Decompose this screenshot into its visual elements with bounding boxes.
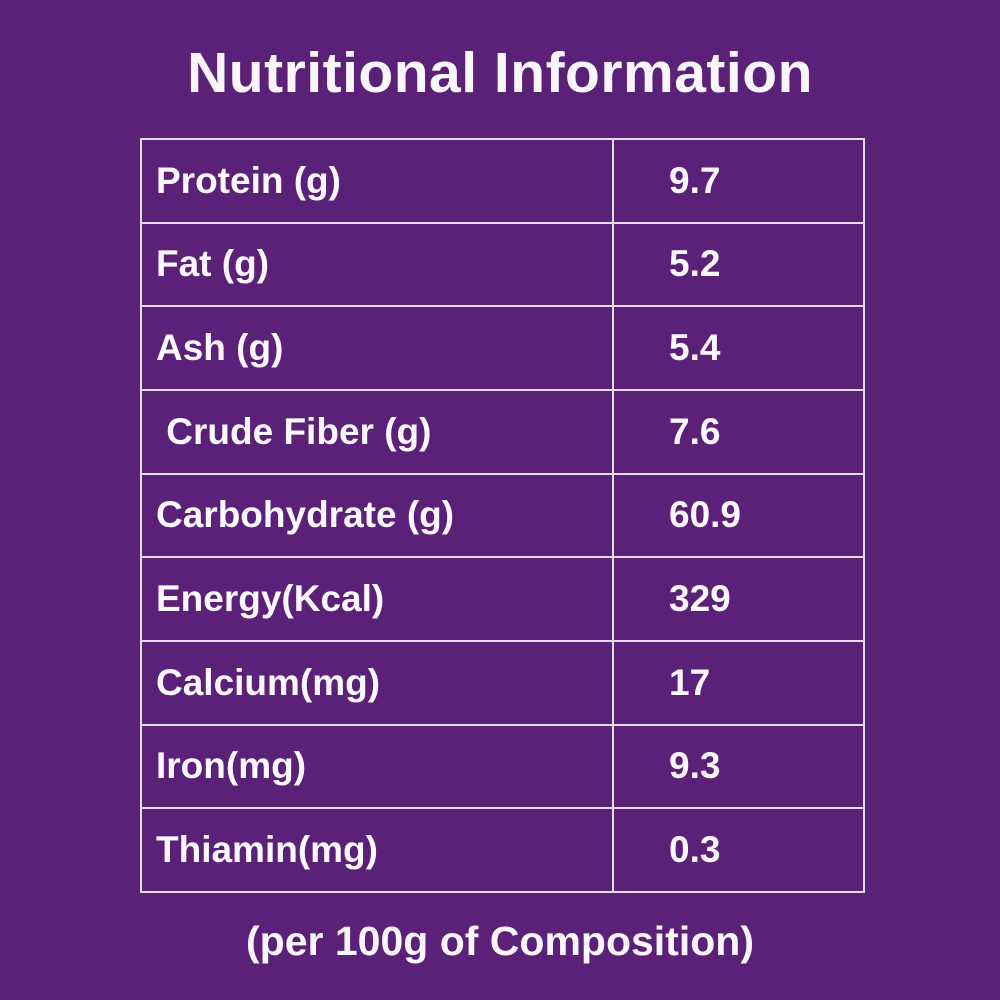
table-row: Carbohydrate (g) 60.9 <box>140 472 865 559</box>
table-row: Calcium(mg) 17 <box>140 639 865 726</box>
nutrient-label: Protein (g) <box>140 138 614 224</box>
per-100g-note: (per 100g of Composition) <box>246 918 754 964</box>
nutrient-value: 60.9 <box>612 472 865 559</box>
nutrient-value: 5.4 <box>612 305 865 391</box>
nutrient-label: Thiamin(mg) <box>140 807 614 893</box>
table-row: Thiamin(mg) 0.3 <box>140 807 865 893</box>
nutrient-value: 9.3 <box>612 723 865 810</box>
table-row: Fat (g) 5.2 <box>140 221 865 308</box>
nutrient-value: 17 <box>612 639 865 726</box>
nutrient-value: 9.7 <box>612 138 865 224</box>
nutrient-label: Energy(Kcal) <box>140 556 614 642</box>
nutrient-label: Ash (g) <box>140 305 614 391</box>
page-title: Nutritional Information <box>187 41 813 105</box>
nutrient-label: Calcium(mg) <box>140 639 614 726</box>
table-row: Energy(Kcal) 329 <box>140 556 865 642</box>
nutrient-label: Carbohydrate (g) <box>140 472 614 559</box>
nutrient-value: 0.3 <box>612 807 865 893</box>
table-row: Ash (g) 5.4 <box>140 305 865 391</box>
nutrient-value: 329 <box>612 556 865 642</box>
table-row: Iron(mg) 9.3 <box>140 723 865 810</box>
nutrient-label: Iron(mg) <box>140 723 614 810</box>
table-row: Protein (g) 9.7 <box>140 138 865 224</box>
nutrition-table: Protein (g) 9.7 Fat (g) 5.2 Ash (g) 5.4 … <box>140 138 865 893</box>
nutrient-label: Crude Fiber (g) <box>140 388 614 475</box>
nutrient-value: 7.6 <box>612 388 865 475</box>
nutrient-label: Fat (g) <box>140 221 614 308</box>
nutrient-value: 5.2 <box>612 221 865 308</box>
table-row: Crude Fiber (g) 7.6 <box>140 388 865 475</box>
